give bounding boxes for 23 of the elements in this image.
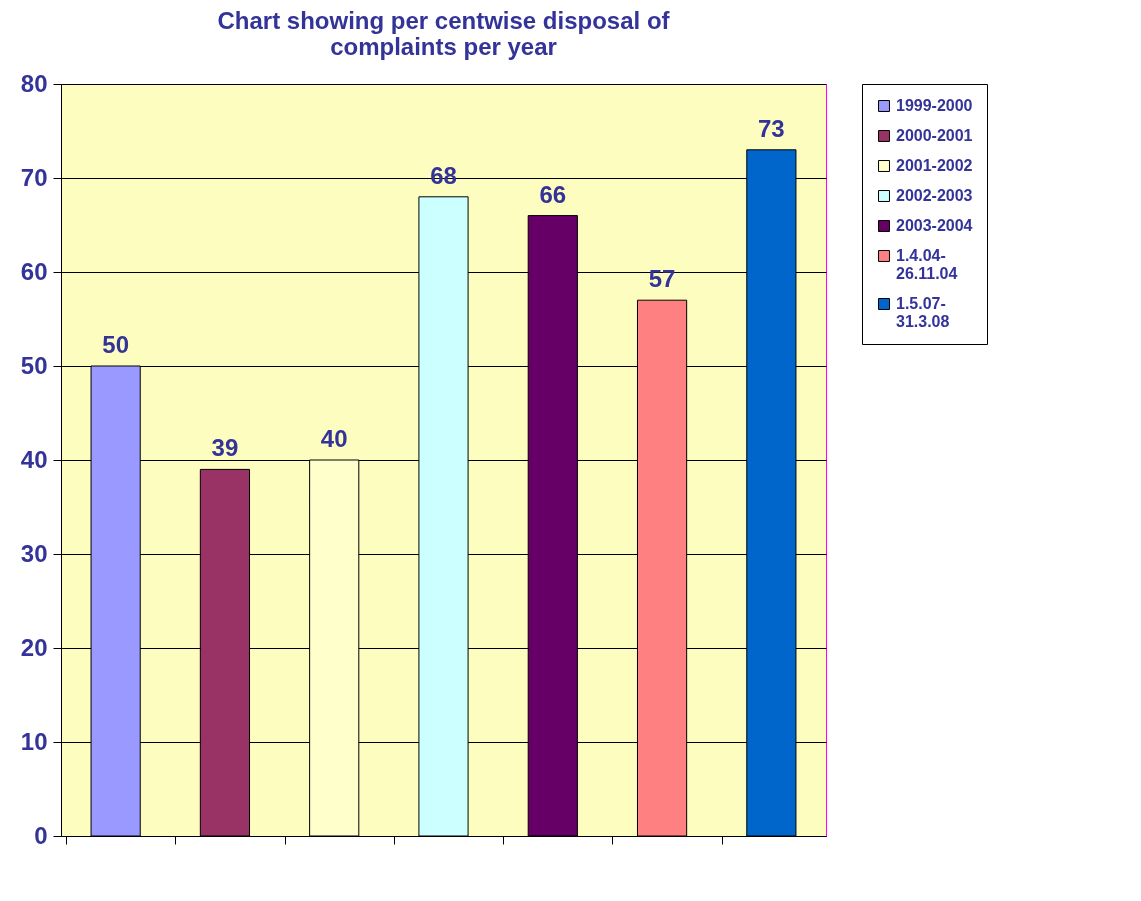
y-tick-label: 0 bbox=[34, 821, 48, 849]
legend-label: 2003-2004 bbox=[896, 217, 973, 234]
legend-label: 2000-2001 bbox=[896, 127, 973, 144]
legend-label: 2001-2002 bbox=[896, 157, 973, 174]
data-label: 40 bbox=[320, 425, 348, 452]
y-tick-label: 70 bbox=[20, 163, 48, 191]
legend-label: 1999-2000 bbox=[896, 97, 973, 114]
data-label: 66 bbox=[539, 180, 567, 208]
data-label: 50 bbox=[102, 331, 129, 358]
y-tick-label: 50 bbox=[20, 351, 48, 379]
y-tick-label: 30 bbox=[20, 539, 48, 567]
legend-label: 1.5.07-31.3.08 bbox=[896, 295, 950, 330]
data-label: 39 bbox=[211, 434, 239, 462]
y-tick-label: 60 bbox=[20, 257, 48, 285]
chart-title: Chart showing per centwise disposal of complaints per year bbox=[217, 7, 671, 60]
legend-label: 1.4.04-26.11.04 bbox=[896, 247, 958, 282]
legend-label: 2002-2003 bbox=[896, 187, 973, 204]
data-label: 73 bbox=[758, 114, 785, 142]
y-tick-label: 10 bbox=[20, 727, 48, 755]
data-label: 57 bbox=[648, 265, 676, 293]
y-tick-label: 20 bbox=[20, 633, 48, 661]
y-tick-label: 80 bbox=[20, 69, 48, 97]
y-tick-label: 40 bbox=[20, 445, 48, 473]
